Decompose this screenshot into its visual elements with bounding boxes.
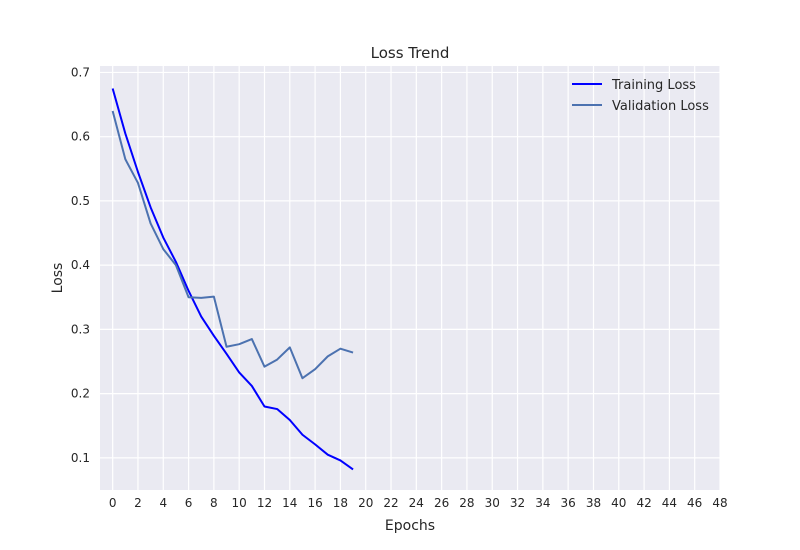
x-tick-label: 38 [586,496,601,510]
grid-lines [100,66,721,490]
x-tick-label: 36 [561,496,576,510]
y-tick-label: 0.3 [71,322,90,336]
y-tick-label: 0.5 [71,194,90,208]
x-tick-label: 32 [510,496,525,510]
x-tick-label: 34 [535,496,550,510]
x-tick-label: 0 [109,496,117,510]
x-tick-label: 12 [257,496,272,510]
legend-label-validation-loss: Validation Loss [612,99,709,114]
x-tick-label: 4 [159,496,167,510]
y-axis-label: Loss [50,263,66,294]
x-tick-label: 2 [134,496,142,510]
x-tick-label: 48 [712,496,727,510]
x-tick-label: 14 [282,496,297,510]
y-tick-labels: 0.1 0.2 0.3 0.4 0.5 0.6 0.7 [71,65,90,464]
series-line-validation-loss [111,110,354,380]
x-tick-label: 28 [459,496,474,510]
series-line-training-loss [111,88,354,471]
plot-background [100,66,720,490]
x-tick-label: 42 [636,496,651,510]
x-tick-label: 26 [434,496,449,510]
legend-label-training-loss: Training Loss [611,78,696,93]
y-tick-label: 0.4 [71,258,90,272]
x-tick-label: 24 [409,496,424,510]
x-tick-label: 44 [662,496,677,510]
x-tick-label: 10 [232,496,247,510]
x-tick-label: 16 [307,496,322,510]
x-tick-label: 30 [485,496,500,510]
x-tick-label: 8 [210,496,218,510]
x-tick-label: 20 [358,496,373,510]
y-tick-label: 0.7 [71,65,90,79]
legend: Training Loss Validation Loss [572,78,709,114]
y-tick-label: 0.1 [71,451,90,465]
y-tick-label: 0.6 [71,130,90,144]
x-tick-label: 46 [687,496,702,510]
x-tick-label: 22 [383,496,398,510]
x-tick-label: 6 [185,496,193,510]
y-tick-label: 0.2 [71,387,90,401]
x-tick-label: 40 [611,496,626,510]
x-tick-labels: 0 2 4 6 8 10 12 14 16 18 20 22 24 26 28 30 32 34 36 38 40 42 4… [109,496,728,510]
x-axis-label: Epochs [385,518,435,534]
chart-title: Loss Trend [371,44,450,62]
x-tick-label: 18 [333,496,348,510]
series-lines [111,88,354,471]
